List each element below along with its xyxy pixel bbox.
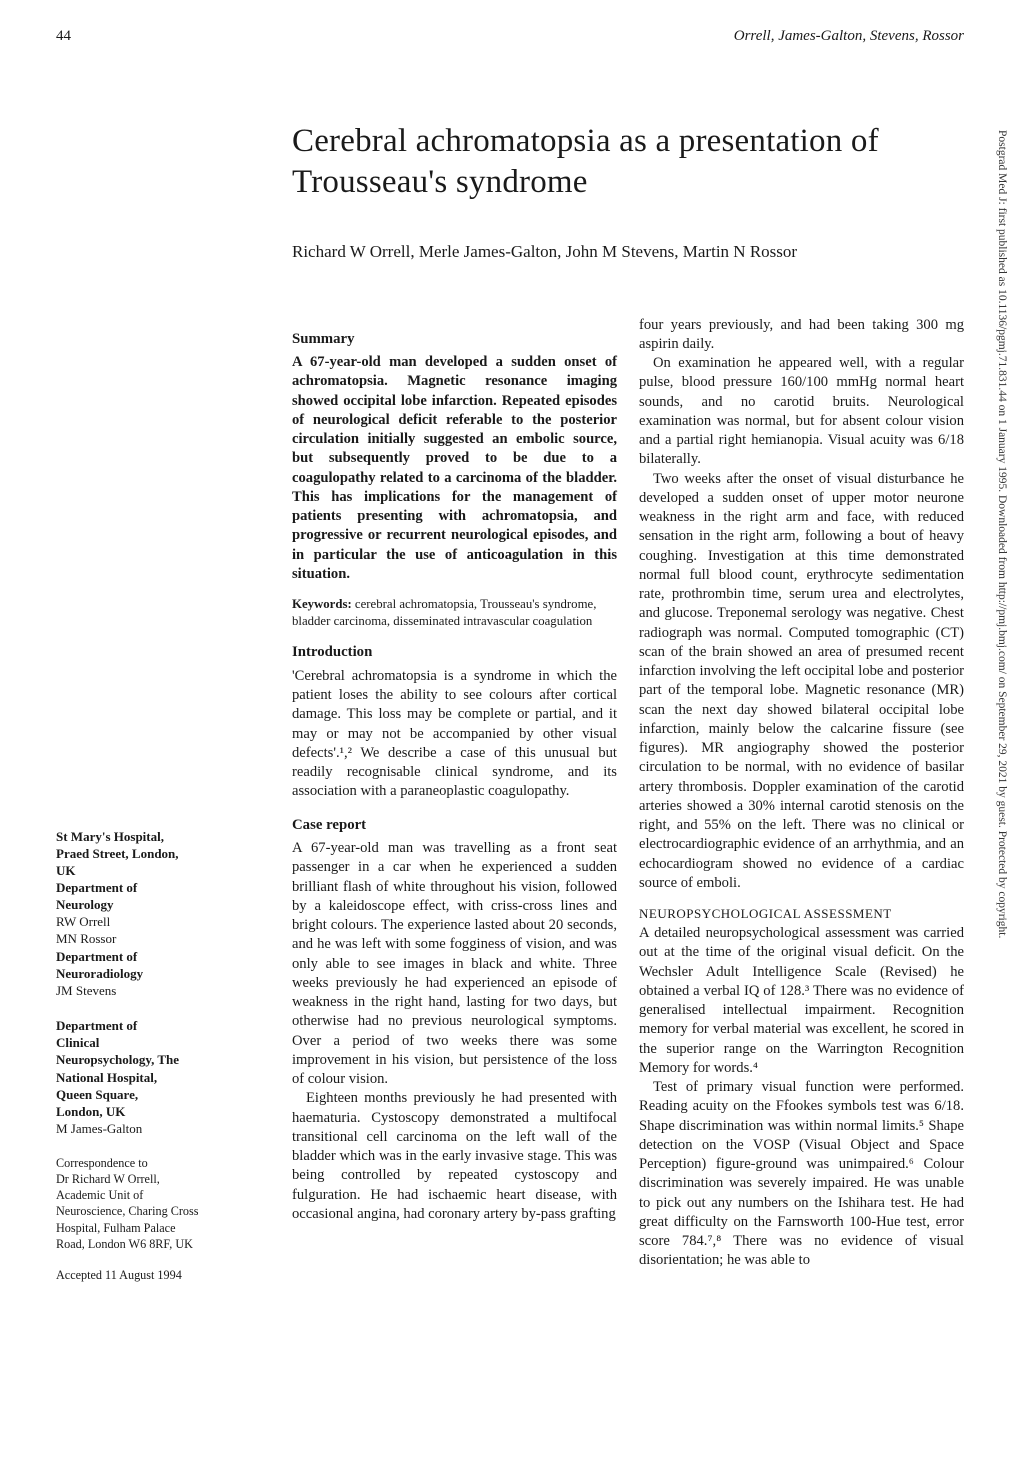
affil-text: National Hospital, (56, 1069, 268, 1086)
affil-text: St Mary's Hospital, (56, 828, 268, 845)
body-column-left: Summary A 67-year-old man developed a su… (292, 316, 617, 1283)
affil-text: Neuropsychology, The (56, 1051, 268, 1068)
affil-text: RW Orrell (56, 913, 268, 930)
neuropsych-paragraph: Test of primary visual function were per… (639, 1078, 964, 1271)
corr-line: Road, London W6 8RF, UK (56, 1236, 268, 1252)
affiliation-block-1: St Mary's Hospital, Praed Street, London… (56, 828, 268, 1000)
corr-line: Correspondence to (56, 1155, 268, 1171)
case-paragraph: Two weeks after the onset of visual dist… (639, 470, 964, 894)
affil-text: JM Stevens (56, 982, 268, 999)
affil-text: Queen Square, (56, 1086, 268, 1103)
affil-text: London, UK (56, 1103, 268, 1120)
affil-text: Neurology (56, 896, 268, 913)
body-column-right: four years previously, and had been taki… (639, 316, 964, 1283)
case-report-heading: Case report (292, 816, 617, 836)
affil-text: MN Rossor (56, 930, 268, 947)
case-paragraph: On examination he appeared well, with a … (639, 354, 964, 470)
affil-text: Department of (56, 879, 268, 896)
summary-heading: Summary (292, 330, 617, 350)
correspondence-block: Correspondence to Dr Richard W Orrell, A… (56, 1155, 268, 1252)
corr-line: Academic Unit of (56, 1187, 268, 1203)
introduction-paragraph: 'Cerebral achromatopsia is a syndrome in… (292, 667, 617, 802)
affil-text: Neuroradiology (56, 965, 268, 982)
neuropsych-heading: NEUROPSYCHOLOGICAL ASSESSMENT (639, 905, 964, 922)
introduction-heading: Introduction (292, 643, 617, 663)
keywords-label: Keywords: (292, 597, 352, 611)
copyright-side-strip: Postgrad Med J: first published as 10.11… (990, 130, 1012, 1400)
page-number: 44 (56, 28, 71, 45)
case-paragraph: four years previously, and had been taki… (639, 316, 964, 355)
affil-text: Department of (56, 1017, 268, 1034)
sidebar-affiliations: St Mary's Hospital, Praed Street, London… (56, 316, 268, 1283)
affil-text: Clinical (56, 1034, 268, 1051)
article-title: Cerebral achromatopsia as a presentation… (292, 121, 964, 204)
corr-line: Neuroscience, Charing Cross (56, 1203, 268, 1219)
case-paragraph: A 67-year-old man was travelling as a fr… (292, 839, 617, 1089)
affil-text: Praed Street, London, (56, 845, 268, 862)
case-paragraph: Eighteen months previously he had presen… (292, 1089, 617, 1224)
neuropsych-paragraph: A detailed neuropsychological assessment… (639, 924, 964, 1078)
corr-line: Hospital, Fulham Palace (56, 1220, 268, 1236)
affil-text: Department of (56, 948, 268, 965)
authors-line: Richard W Orrell, Merle James-Galton, Jo… (292, 242, 964, 262)
accepted-date: Accepted 11 August 1994 (56, 1268, 268, 1283)
affiliation-block-2: Department of Clinical Neuropsychology, … (56, 1017, 268, 1137)
summary-paragraph: A 67-year-old man developed a sudden ons… (292, 353, 617, 584)
keywords-block: Keywords: cerebral achromatopsia, Trouss… (292, 596, 617, 629)
running-head: Orrell, James-Galton, Stevens, Rossor (734, 28, 964, 45)
affil-text: M James-Galton (56, 1120, 268, 1137)
corr-line: Dr Richard W Orrell, (56, 1171, 268, 1187)
affil-text: UK (56, 862, 268, 879)
